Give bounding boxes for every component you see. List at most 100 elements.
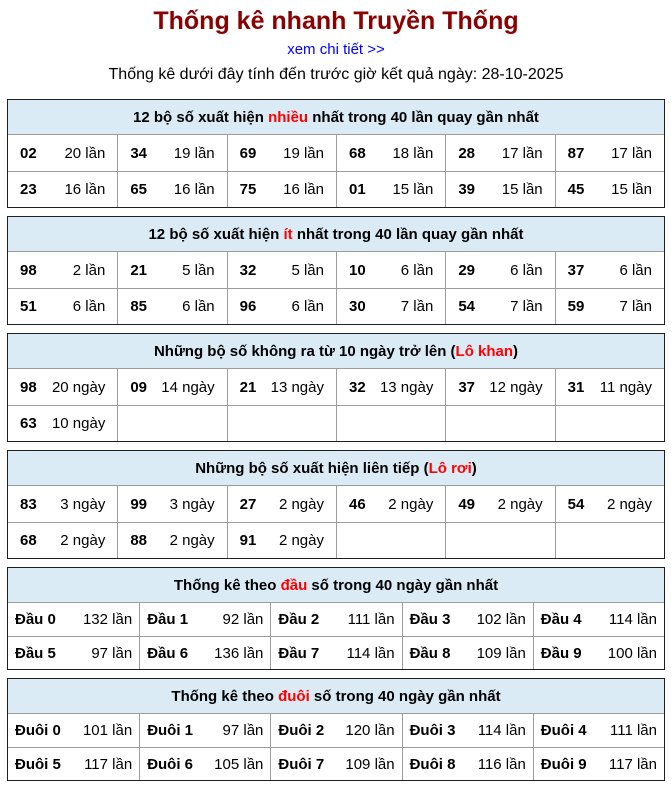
stat-cell: 69 19 lần [226, 135, 336, 171]
cell-value: 114 lần [608, 611, 657, 628]
stat-cell: 49 2 ngày [445, 486, 554, 522]
cell-value: 14 ngày [161, 378, 215, 396]
stat-cell [554, 522, 664, 558]
table-body-duoi: Đuôi 0 101 lần Đuôi 1 97 lần Đuôi 2 120 lần Đu… [8, 714, 664, 780]
stat-cell: Đuôi 2 120 lần [270, 714, 401, 747]
stat-cell [117, 405, 227, 441]
stat-cell: Đầu 4 114 lần [532, 603, 664, 636]
header-text: Những bộ số không ra từ 10 ngày trở lên … [153, 342, 456, 360]
cell-value: 2 ngày [278, 532, 324, 549]
cell-value: 120 lần [345, 722, 395, 739]
cell-value: 11 ngày [599, 378, 652, 396]
header-text: số trong 40 ngày gần nhất [307, 576, 499, 594]
cell-number: 85 [130, 298, 148, 315]
cell-number: Đuôi 6 [147, 755, 194, 773]
cell-value: 7 lần [400, 298, 434, 315]
cell-number: 63 [20, 415, 37, 432]
stat-cell: 21 13 ngày [226, 369, 336, 405]
header-text: 12 bộ số xuất hiện [148, 225, 284, 243]
stat-cell: Đầu 2 111 lần [270, 603, 401, 636]
stat-cell: Đuôi 5 117 lần [8, 747, 140, 780]
cell-value: 20 ngày [51, 378, 106, 396]
table-body-most-frequent: 02 20 lần 34 19 lần 69 19 lần 68 18 lần 28 17 lần… [8, 135, 664, 207]
cell-value: 16 lần [64, 181, 106, 198]
stats-table-dau: Thống kê theo đầu số trong 40 ngày gần n… [7, 567, 665, 670]
cell-value: 2 ngày [169, 532, 215, 549]
cell-value: 109 lần [345, 755, 395, 773]
cell-number: 30 [349, 298, 366, 315]
stat-cell: 21 5 lần [117, 252, 226, 288]
cell-number: Đuôi 5 [15, 755, 61, 773]
cell-value: 117 lần [84, 755, 133, 773]
cell-value: 6 lần [400, 261, 434, 279]
stat-cell [336, 405, 446, 441]
table-header-lo-khan: Những bộ số không ra từ 10 ngày trở lên … [8, 334, 664, 369]
stat-cell: 68 18 lần [336, 135, 445, 171]
cell-number: 98 [20, 261, 37, 279]
cell-number: 09 [130, 378, 148, 396]
header-text: Những bộ số xuất hiện liên tiếp ( [195, 459, 429, 477]
cell-value: 102 lần [476, 611, 526, 628]
cell-value: 6 lần [291, 298, 324, 315]
stat-cell: Đầu 7 114 lần [270, 636, 402, 669]
cell-number: 83 [20, 495, 37, 513]
stat-cell: 98 20 ngày [8, 369, 117, 405]
cell-number: 29 [458, 261, 476, 279]
table-body-lo-khan: 98 20 ngày 09 14 ngày 21 13 ngày 32 13 ngày 37 12… [8, 369, 664, 441]
cell-value: 17 lần [611, 144, 652, 162]
cell-number: 45 [567, 181, 585, 198]
stat-cell: 09 14 ngày [117, 369, 226, 405]
stat-cell: Đầu 3 102 lần [401, 603, 533, 636]
cell-value: 101 lần [82, 722, 133, 739]
stat-cell: 27 2 ngày [226, 486, 336, 522]
cell-value: 92 lần [222, 611, 264, 628]
cell-number: 02 [20, 144, 37, 162]
stat-cell: 63 10 ngày [8, 405, 118, 441]
stat-cell: 75 16 lần [226, 171, 336, 207]
cell-number: 46 [349, 495, 366, 513]
stat-cell: 31 11 ngày [554, 369, 664, 405]
stat-cell: 99 3 ngày [117, 486, 226, 522]
header-text: nhất trong 40 lần quay gần nhất [308, 108, 539, 126]
table-header-least-frequent: 12 bộ số xuất hiện ít nhất trong 40 lần … [8, 217, 664, 252]
cell-value: 3 ngày [169, 495, 215, 513]
cell-number: 28 [458, 144, 476, 162]
cell-number: 98 [20, 378, 37, 396]
table-body-least-frequent: 98 2 lần 21 5 lần 32 5 lần 10 6 lần 29 6 lần 37 6 l… [8, 252, 664, 324]
cell-number: Đuôi 3 [409, 722, 456, 739]
cell-number: 49 [458, 495, 476, 513]
header-keyword: Lô khan [455, 342, 514, 360]
view-details-link[interactable]: xem chi tiết >> [287, 41, 385, 58]
cell-value: 111 lần [609, 722, 657, 739]
stat-cell: Đầu 8 109 lần [401, 636, 533, 669]
stat-cell: Đuôi 3 114 lần [401, 714, 533, 747]
cell-value: 19 lần [283, 144, 324, 162]
stat-cell: 32 5 lần [226, 252, 336, 288]
cell-number: 10 [349, 261, 366, 279]
stat-cell: 91 2 ngày [226, 522, 336, 558]
stat-cell: Đầu 9 100 lần [532, 636, 664, 669]
tables-section: 12 bộ số xuất hiện nhiều nhất trong 40 l… [0, 99, 672, 781]
cell-number: Đuôi 1 [147, 722, 194, 739]
cell-value: 97 lần [91, 644, 133, 662]
cell-value: 117 lần [608, 755, 657, 773]
stat-cell: Đuôi 4 111 lần [532, 714, 664, 747]
cell-number: 68 [349, 144, 366, 162]
stat-cell: Đầu 1 92 lần [139, 603, 270, 636]
cell-value: 2 ngày [497, 495, 543, 513]
stats-table-duoi: Thống kê theo đuôi số trong 40 ngày gần … [7, 678, 665, 781]
cell-value: 2 ngày [388, 495, 434, 513]
cell-number: 34 [130, 144, 148, 162]
cell-value: 13 ngày [270, 378, 324, 396]
stats-table-lo-roi: Những bộ số xuất hiện liên tiếp (Lô rơi)… [7, 450, 665, 559]
stat-cell: Đuôi 9 117 lần [532, 747, 664, 780]
cell-value: 15 lần [392, 181, 434, 198]
stat-cell: 87 17 lần [554, 135, 664, 171]
stat-cell: 01 15 lần [336, 171, 446, 207]
cell-number: 01 [349, 181, 366, 198]
stat-cell [226, 405, 336, 441]
cell-number: Đuôi 0 [15, 722, 61, 739]
cell-value: 136 lần [214, 644, 264, 662]
cell-number: Đuôi 9 [540, 755, 587, 773]
cell-number: 88 [130, 532, 148, 549]
